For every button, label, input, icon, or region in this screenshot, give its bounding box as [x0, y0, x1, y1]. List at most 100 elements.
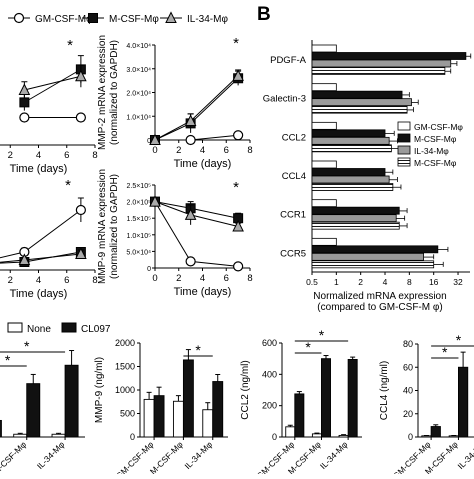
category-label: CCR1 [280, 210, 306, 221]
y-tick-label: 0 [130, 432, 135, 442]
bar [311, 252, 424, 261]
y-tick-label: 2.0×10⁵ [126, 200, 151, 207]
x-tick-label: 4 [36, 275, 41, 286]
y-tick-label: 0 [147, 138, 151, 145]
x-tick-label: 1 [334, 277, 339, 287]
y-tick-label: 40 [403, 386, 413, 396]
category-label: IL-34-Mφ [318, 439, 350, 471]
significance-star: * [442, 344, 448, 360]
y-tick-label: 0 [272, 432, 277, 442]
legend-label: IL-34-Mφ [414, 146, 449, 156]
y-tick-label: 3.0×10⁴ [126, 67, 151, 74]
y-axis-label: MMP-9 (ng/ml) [94, 357, 105, 423]
bar [321, 358, 331, 438]
bar [311, 59, 452, 68]
data-point [184, 114, 197, 126]
y-axis-label: (normalized to GAPDH) [109, 40, 120, 145]
bar [26, 383, 41, 438]
y-tick-label: 0 [147, 266, 151, 273]
bar [421, 435, 432, 438]
x-tick-label: 4 [36, 150, 41, 161]
bar [430, 426, 441, 438]
x-axis-label: (compared to GM-CSF-M φ) [317, 302, 442, 313]
bar [311, 260, 435, 269]
significance-star: * [65, 177, 71, 194]
category-label: PDGF-A [270, 55, 307, 66]
y-axis-label: CCL4 (ng/ml) [379, 361, 390, 420]
y-tick-label: 60 [403, 362, 413, 372]
y-tick-label: 200 [262, 401, 277, 411]
legend-marker [13, 12, 25, 24]
x-axis-label: Time (days) [10, 163, 68, 175]
y-axis-label: MMP-9 mRNA expression [97, 169, 108, 284]
legend-swatch [397, 145, 411, 155]
x-axis-label: Time (days) [174, 286, 232, 298]
y-tick-label: 1500 [115, 362, 135, 372]
bar [311, 245, 439, 254]
panel-label-b: B [257, 4, 271, 25]
category-label: IL-34-Mφ [456, 439, 474, 471]
y-tick-label: 1000 [115, 385, 135, 395]
bar [294, 393, 305, 438]
bar [0, 419, 2, 438]
y-tick-label: 2000 [115, 338, 135, 348]
bar [311, 433, 322, 438]
series-line [154, 75, 239, 141]
x-tick-label: 8 [407, 277, 412, 287]
legend-label: CL097 [81, 324, 111, 335]
bar [311, 237, 337, 246]
bar [311, 160, 337, 169]
x-tick-label: 6 [224, 273, 229, 284]
x-tick-label: 2 [176, 273, 181, 284]
series-line [154, 201, 239, 219]
bar [311, 129, 386, 138]
data-point [233, 261, 244, 272]
x-tick-label: 6 [224, 145, 229, 156]
data-point [149, 194, 161, 207]
x-tick-label: 0.5 [306, 277, 318, 287]
data-point [18, 83, 31, 95]
x-tick-label: 2 [8, 150, 13, 161]
data-point [232, 219, 244, 232]
data-point [185, 134, 196, 146]
legend-label: GM-CSF-Mφ [35, 14, 93, 25]
bar [64, 364, 79, 438]
x-axis-label: Time (days) [10, 288, 68, 300]
series-line [155, 134, 239, 141]
significance-star: * [5, 352, 11, 368]
bar [311, 52, 467, 60]
bar [311, 136, 390, 145]
legend-swatch [397, 133, 411, 143]
legend-label: M-CSF-Mφ [414, 158, 457, 168]
data-point [232, 69, 244, 81]
legend-label: IL-34-Mφ [187, 14, 228, 25]
data-point [75, 112, 86, 123]
data-point [19, 112, 30, 123]
data-point [75, 247, 87, 259]
legend-swatch [7, 322, 23, 333]
x-tick-label: 0 [152, 273, 157, 284]
bar [311, 199, 337, 208]
data-point [18, 253, 31, 265]
x-tick-label: 0 [152, 145, 157, 156]
bar [311, 168, 386, 176]
bar [311, 214, 397, 223]
x-tick-label: 2 [8, 275, 13, 286]
bar [153, 395, 165, 438]
category-label: IL-34-Mφ [182, 439, 214, 471]
bar [182, 359, 194, 438]
y-tick-label: 400 [262, 369, 277, 379]
bar [311, 67, 446, 75]
y-tick-label: 1.0×10⁴ [126, 114, 151, 121]
bar [347, 359, 358, 438]
x-tick-label: 8 [247, 273, 252, 284]
bar [311, 144, 392, 153]
bar [311, 98, 412, 107]
category-label: M-CSF-Mφ [148, 439, 185, 474]
legend-label: M-CSF-Mφ [414, 134, 457, 144]
significance-star: * [195, 342, 201, 358]
bar [448, 435, 459, 438]
bar [13, 433, 28, 438]
legend-marker [88, 13, 98, 23]
data-point [184, 208, 197, 220]
